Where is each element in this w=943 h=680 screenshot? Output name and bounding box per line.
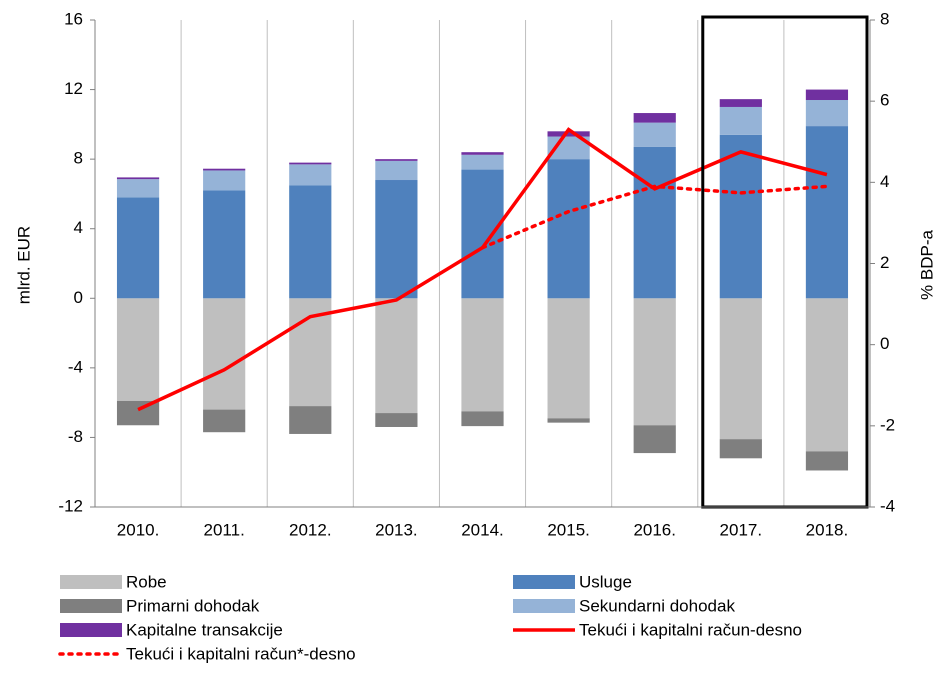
y2-tick-label: 8 [880,9,889,28]
bar [461,154,504,170]
y-tick-label: 16 [64,9,83,28]
bar [633,113,676,123]
bar [805,100,849,127]
y-tick-label: 12 [64,79,83,98]
bar [547,418,590,423]
y-tick-label: -8 [68,427,83,446]
bar [203,190,246,299]
bar [633,122,676,147]
legend-label: Kapitalne transakcije [126,620,283,639]
legend-label: Primarni dohodak [126,596,260,615]
legend-swatch [60,575,122,589]
x-tick-label: 2017. [720,520,763,539]
bar [203,168,246,171]
x-tick-label: 2014. [461,520,504,539]
legend-label: Robe [126,572,167,591]
bar [633,425,676,454]
bar [633,298,676,426]
bar [719,134,762,299]
bar [633,146,676,299]
x-tick-label: 2018. [806,520,849,539]
y-tick-label: 0 [74,288,83,307]
bar [203,298,246,410]
y2-tick-label: 6 [880,91,889,110]
legend-label: Usluge [579,572,632,591]
bar [289,162,332,165]
bar [719,439,762,459]
legend-swatch [513,599,575,613]
bar [805,89,849,101]
bar [461,298,504,412]
x-tick-label: 2015. [547,520,590,539]
bar [719,106,762,135]
bar [547,131,590,137]
bar [805,298,849,452]
line [480,184,829,250]
legend-label: Tekući i kapitalni račun-desno [579,620,802,639]
bar [375,298,418,414]
bar [289,164,332,186]
x-tick-label: 2013. [375,520,418,539]
y2-tick-label: 2 [880,253,889,272]
y-axis-label: mlrd. EUR [14,226,33,304]
y2-axis-label: % BDP-a [917,230,936,300]
bar [461,152,504,155]
bar [203,409,246,433]
y-tick-label: 8 [74,149,83,168]
legend-label: Tekući i kapitalni račun*-desno [126,644,356,663]
y-tick-label: -12 [58,496,83,515]
bar [805,126,849,299]
y2-tick-label: 0 [880,334,889,353]
bar [719,99,762,107]
y2-tick-label: -4 [880,496,895,515]
bar [289,406,332,434]
legend-swatch [513,575,575,589]
bar [116,177,160,180]
bar [203,170,246,191]
bar [719,298,762,440]
bar [461,411,504,427]
bar [375,159,418,161]
bar [116,197,160,299]
bar [547,298,590,419]
legend-swatch [60,623,122,637]
y-tick-label: 4 [74,218,83,237]
y2-tick-label: -2 [880,415,895,434]
bar [375,180,418,299]
bar [805,451,849,471]
x-tick-label: 2010. [117,520,160,539]
bar [375,413,418,427]
y2-tick-label: 4 [880,172,889,191]
x-tick-label: 2012. [289,520,332,539]
legend-swatch [60,599,122,613]
bar [116,179,160,198]
bar [116,298,160,401]
bar [547,159,590,299]
legend-label: Sekundarni dohodak [579,596,735,615]
x-tick-label: 2011. [204,520,245,539]
x-tick-label: 2016. [633,520,676,539]
y-tick-label: -4 [68,357,83,376]
bar [375,160,418,181]
bar [289,185,332,299]
bar [461,169,504,299]
